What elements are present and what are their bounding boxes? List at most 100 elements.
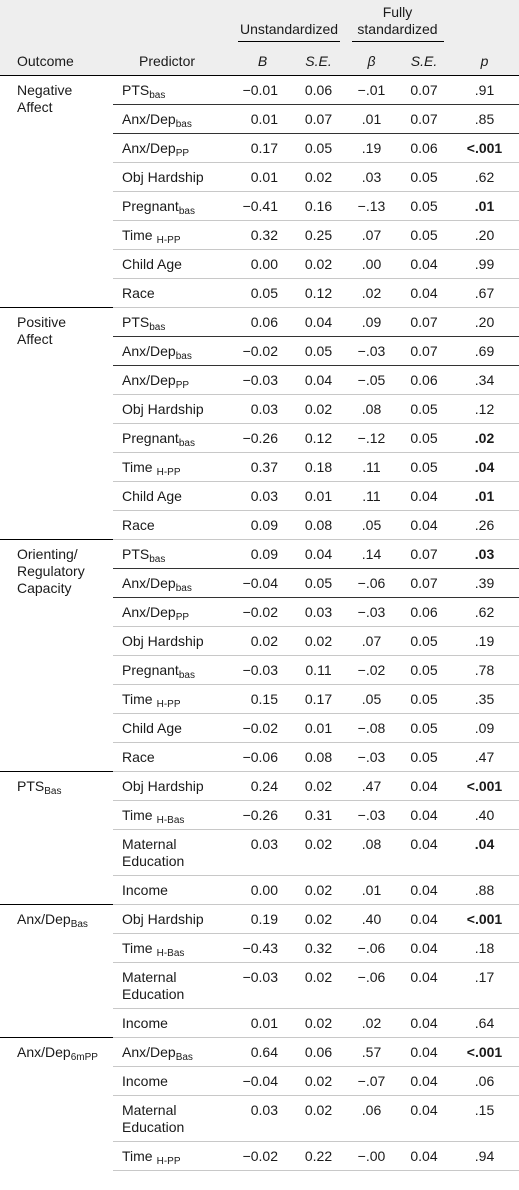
predictor-cell: Income [113, 875, 233, 905]
predictor-cell: PTSbas [113, 307, 233, 337]
predictor-cell: Maternal Education [113, 962, 233, 1009]
outcome-cell: Negative Affect [0, 75, 113, 308]
predictor-cell: Child Age [113, 249, 233, 279]
column-header: Outcome [0, 44, 113, 76]
value-cell: 0.07 [292, 104, 345, 134]
value-cell: 0.06 [292, 1037, 345, 1067]
predictor-subscript: bas [175, 119, 192, 130]
value-cell: .07 [345, 626, 398, 656]
predictor-subscript: PP [175, 148, 190, 159]
value-cell: 0.02 [292, 626, 345, 656]
value-cell: −.03 [345, 742, 398, 772]
value-cell: .40 [450, 800, 519, 830]
predictor-cell: Time H-PP [113, 684, 233, 714]
predictor-cell: Time H-PP [113, 220, 233, 250]
value-cell: 0.04 [398, 771, 450, 801]
predictor: Obj Hardship [122, 633, 204, 649]
predictor: PTS [122, 82, 150, 98]
value-cell: 0.05 [398, 162, 450, 192]
value-cell: 0.02 [292, 962, 345, 1009]
value-cell: .69 [450, 336, 519, 366]
value-cell: 0.01 [292, 481, 345, 511]
value-cell: .01 [450, 191, 519, 221]
predictor-cell: PTSbas [113, 75, 233, 105]
value-cell: −0.41 [233, 191, 292, 221]
value-cell: .19 [345, 133, 398, 163]
value-cell: 0.02 [292, 162, 345, 192]
table-row: Obj Hardship 0.02 0.02.07 0.05.19 [0, 626, 519, 656]
table-row: Orienting/ Regulatory Capacity PTSbas 0.09… [0, 539, 519, 772]
value-cell: 0.05 [398, 655, 450, 685]
value-cell: .07 [345, 220, 398, 250]
table-row: Child Age 0.00 0.02.00 0.04.99 [0, 249, 519, 279]
table-row: Pregnantbas −0.03 0.11 −.02 0.05.78 [0, 655, 519, 685]
value-cell: <.001 [450, 1037, 519, 1067]
table-body: Negative Affect PTSbas −0.01 0.06 −.01 0.07.9… [0, 75, 519, 1171]
value-cell: 0.05 [398, 452, 450, 482]
value-cell: .18 [450, 933, 519, 963]
outcome-label: Orienting/ Regulatory Capacity [17, 546, 103, 597]
predictor-cell: Obj Hardship [113, 904, 233, 934]
predictor: Anx/Dep [122, 604, 176, 620]
predictor: Race [122, 285, 155, 301]
outcome-label: Negative Affect [17, 82, 103, 116]
value-cell: 0.04 [292, 307, 345, 337]
value-cell: .08 [345, 829, 398, 876]
predictor-subscript: H-Bas [156, 948, 185, 959]
value-cell: 0.04 [398, 1141, 450, 1171]
value-cell: 0.12 [292, 278, 345, 308]
value-cell: .11 [345, 452, 398, 482]
outcome-subscript: 6mPP [70, 1052, 98, 1063]
value-cell: 0.18 [292, 452, 345, 482]
value-cell: .04 [450, 829, 519, 876]
value-cell: <.001 [450, 904, 519, 934]
table-row: Race −0.06 0.08 −.03 0.05.47 [0, 742, 519, 772]
predictor-cell: Anx/DepPP [113, 365, 233, 395]
value-cell: 0.05 [398, 423, 450, 453]
value-cell: 0.02 [292, 1008, 345, 1038]
value-cell: 0.31 [292, 800, 345, 830]
value-cell: −.03 [345, 336, 398, 366]
value-cell: −.03 [345, 597, 398, 627]
value-cell: 0.05 [292, 568, 345, 598]
outcome-label: Positive Affect [17, 314, 103, 348]
predictor: Maternal Education [122, 836, 185, 869]
value-cell: .39 [450, 568, 519, 598]
group-label: Fully standardized [351, 4, 444, 42]
value-cell: 0.04 [398, 249, 450, 279]
value-cell: 0.05 [398, 394, 450, 424]
value-cell: .47 [345, 771, 398, 801]
predictor: Pregnant [122, 662, 179, 678]
table-row: Maternal Education 0.03 0.02.06 0.04.15 [0, 1095, 519, 1142]
table-row: Child Age −0.02 0.01 −.08 0.05.09 [0, 713, 519, 743]
predictor: Race [122, 749, 155, 765]
table-row: Obj Hardship 0.03 0.02.08 0.05.12 [0, 394, 519, 424]
value-cell: −0.26 [233, 423, 292, 453]
value-cell: .85 [450, 104, 519, 134]
predictor: Income [122, 1015, 168, 1031]
predictor: Anx/Dep [122, 575, 176, 591]
value-cell: .04 [450, 452, 519, 482]
value-cell: 0.02 [292, 904, 345, 934]
predictor: Time [122, 807, 153, 823]
outcome: Orienting/ Regulatory Capacity [17, 546, 85, 596]
table-row: Anx/DepPP −0.03 0.04 −.05 0.06.34 [0, 365, 519, 395]
value-cell: .06 [450, 1066, 519, 1096]
value-cell: 0.04 [398, 1095, 450, 1142]
predictor-cell: Anx/Depbas [113, 568, 233, 598]
predictor: Obj Hardship [122, 401, 204, 417]
value-cell: .14 [345, 539, 398, 569]
predictor-cell: Race [113, 742, 233, 772]
predictor-subscript: bas [149, 90, 166, 101]
predictor: Maternal Education [122, 1102, 185, 1135]
value-cell: 0.04 [398, 1066, 450, 1096]
predictor-subscript: bas [178, 670, 195, 681]
value-cell: .01 [345, 104, 398, 134]
value-cell: .01 [450, 481, 519, 511]
predictor-cell: Income [113, 1066, 233, 1096]
value-cell: 0.03 [233, 1095, 292, 1142]
value-cell: .62 [450, 597, 519, 627]
predictor: PTS [122, 546, 150, 562]
value-cell: .06 [345, 1095, 398, 1142]
value-cell: 0.07 [398, 336, 450, 366]
